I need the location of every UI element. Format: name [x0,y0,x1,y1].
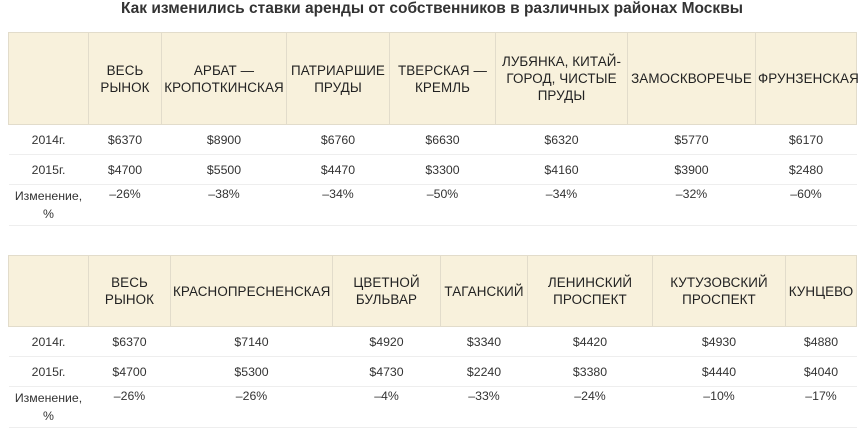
table-cell: –50% [389,184,496,226]
table-cell: –38% [161,184,287,226]
table-cell: $4930 [652,326,786,357]
table-cell: $4880 [785,326,857,357]
column-header: Ленинский проспект [527,255,653,327]
table-cell: –34% [495,184,628,226]
column-header: Замоскворечье [627,32,756,125]
table-cell: $3340 [440,326,528,357]
table-cell: –26% [88,184,162,226]
column-header: Цветной бульвар [332,255,441,327]
table-cell: $4420 [527,326,653,357]
table-cell: $4730 [332,356,441,387]
table-cell: $4440 [652,356,786,387]
column-header: Лубянка, Китай-город, Чистые пруды [495,32,628,125]
column-header: Весь рынок [88,32,162,125]
column-header: Тверская — Кремль [389,32,496,125]
table-cell: $7140 [170,326,333,357]
table-cell: $5500 [161,154,287,185]
table-cell: $4040 [785,356,857,387]
table-cell: $4920 [332,326,441,357]
table-row: 2015г. $4700 $5300 $4730 $2240 $3380 $44… [8,356,857,387]
column-header: Патриаршие пруды [286,32,390,125]
table-cell: $5770 [627,124,756,155]
table-cell: $8900 [161,124,287,155]
table-cell: –26% [170,386,333,428]
rent-table-1: Весь рынок Арбат — Кропоткинская Патриар… [8,32,859,226]
table-cell: $4160 [495,154,628,185]
column-header: Кутузовский проспект [652,255,786,327]
table-cell: $4700 [88,154,162,185]
column-header: Таганский [440,255,528,327]
table-cell: –10% [652,386,786,428]
table-row: 2014г. $6370 $8900 $6760 $6630 $6320 $57… [8,124,857,155]
row-label: 2014г. [8,326,89,357]
table-cell: $6630 [389,124,496,155]
row-label: 2015г. [8,356,89,387]
table-cell: –4% [332,386,441,428]
column-header: Фрунзенская [755,32,859,125]
column-header: Краснопресненская [170,255,333,327]
header-empty-cell [8,32,89,125]
table-cell: $2240 [440,356,528,387]
table-row: Изменение, % –26% –38% –34% –50% –34% –3… [8,184,857,226]
table-cell: $6370 [88,124,162,155]
table-row: 2015г. $4700 $5500 $4470 $3300 $4160 $39… [8,154,857,185]
table-cell: $3380 [527,356,653,387]
row-label: Изменение, % [8,386,89,428]
row-label: 2014г. [8,124,89,155]
page-title: Как изменились ставки аренды от собствен… [121,0,743,17]
table-cell: –32% [627,184,756,226]
table-cell: $5300 [170,356,333,387]
table-row: 2014г. $6370 $7140 $4920 $3340 $4420 $49… [8,326,857,357]
table-cell: $4470 [286,154,390,185]
table-cell: $2480 [755,154,857,185]
table-cell: $6170 [755,124,857,155]
row-label: 2015г. [8,154,89,185]
header-row: Весь рынок Краснопресненская Цветной бул… [8,255,857,327]
table-cell: $6320 [495,124,628,155]
table-cell: $6760 [286,124,390,155]
table-cell: –33% [440,386,528,428]
column-header: Кунцево [785,255,857,327]
row-label: Изменение, % [8,184,89,226]
table-cell: $4700 [88,356,171,387]
table-cell: $3300 [389,154,496,185]
table-row: Изменение, % –26% –26% –4% –33% –24% –10… [8,386,857,428]
rent-table-2: Весь рынок Краснопресненская Цветной бул… [8,255,857,428]
column-header: Весь рынок [88,255,171,327]
table-cell: –26% [88,386,171,428]
header-empty-cell [8,255,89,327]
header-row: Весь рынок Арбат — Кропоткинская Патриар… [8,32,859,125]
table-cell: $3900 [627,154,756,185]
table-cell: $6370 [88,326,171,357]
column-header: Арбат — Кропоткинская [161,32,287,125]
table-cell: –34% [286,184,390,226]
table-cell: –24% [527,386,653,428]
table-cell: –17% [785,386,857,428]
table-cell: –60% [755,184,857,226]
